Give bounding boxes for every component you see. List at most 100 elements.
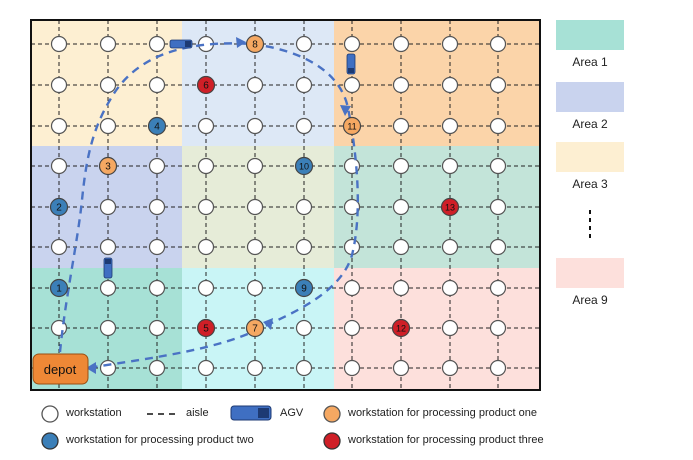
area-legend	[556, 20, 624, 288]
workstation-node	[148, 157, 166, 175]
workstation-node	[50, 117, 68, 135]
workstation-node	[343, 35, 361, 53]
workstation-node	[392, 359, 410, 377]
workstation-node	[99, 76, 117, 94]
region-top-right	[334, 20, 540, 146]
workstation-node	[50, 238, 68, 256]
workstation-node	[50, 35, 68, 53]
area-label: Area 1	[572, 55, 608, 69]
product-workstation-number: 8	[252, 40, 258, 51]
workstation-node	[343, 359, 361, 377]
product-workstation-number: 7	[252, 324, 258, 335]
workstation-node	[148, 319, 166, 337]
product-workstation-5: 5	[196, 318, 216, 338]
workstation-node	[441, 279, 459, 297]
product-workstation-7: 7	[245, 318, 265, 338]
product-workstation-10: 10	[294, 156, 314, 176]
agv-icon	[169, 39, 193, 49]
product-workstation-6: 6	[196, 75, 216, 95]
workstation-node	[295, 76, 313, 94]
workstation-node	[441, 359, 459, 377]
depot: depot	[32, 353, 89, 385]
product-one-legend-icon	[323, 405, 341, 423]
product-three-legend-icon	[323, 432, 341, 450]
workstation-node	[148, 35, 166, 53]
area-label: Area 9	[572, 293, 608, 307]
workstation-node	[392, 157, 410, 175]
product-workstation-number: 10	[299, 162, 309, 172]
workstation-node	[295, 359, 313, 377]
workstation-node	[148, 76, 166, 94]
product-workstation-number: 3	[105, 162, 111, 173]
workstation-node	[489, 238, 507, 256]
workstation-node	[50, 76, 68, 94]
workstation-node	[148, 359, 166, 377]
workstation-node	[489, 35, 507, 53]
product-workstation-number: 9	[301, 284, 307, 295]
workstation-node	[197, 359, 215, 377]
workstation-node	[246, 117, 264, 135]
product-workstation-number: 12	[396, 324, 406, 334]
workstation-node	[50, 157, 68, 175]
workstation-node	[99, 238, 117, 256]
workstation-node	[392, 198, 410, 216]
product-workstation-2: 2	[49, 197, 69, 217]
product-workstation-circle	[245, 318, 265, 338]
product-workstation-11: 11	[342, 116, 362, 136]
workstation-node	[343, 198, 361, 216]
product-workstation-number: 4	[154, 122, 160, 133]
product-workstation-circle	[294, 278, 314, 298]
region-bottom-right	[334, 268, 540, 390]
product-workstation-circle	[440, 197, 460, 217]
workstation-node	[295, 238, 313, 256]
workstation-node	[489, 76, 507, 94]
workstation-node	[295, 35, 313, 53]
depot-label: depot	[44, 362, 77, 377]
workstation-node	[246, 157, 264, 175]
product-workstation-number: 13	[445, 203, 455, 213]
workstation-node	[148, 279, 166, 297]
legend-workstation-text: workstation	[66, 407, 122, 419]
workstation-node	[197, 238, 215, 256]
workstation-node	[246, 76, 264, 94]
symbol-legend	[41, 405, 341, 450]
route-arrowhead	[86, 362, 96, 374]
legend-product-two-text: workstation for processing product two	[66, 434, 254, 446]
product-workstation-number: 11	[347, 122, 356, 132]
workstation-node	[197, 279, 215, 297]
product-workstation-circle	[391, 318, 411, 338]
workstation-node	[392, 279, 410, 297]
workstation-node	[246, 238, 264, 256]
workstation-node	[489, 359, 507, 377]
product-workstation-circle	[49, 197, 69, 217]
legend-aisle-text: aisle	[186, 407, 209, 419]
workstation-node	[441, 319, 459, 337]
workstation-node	[197, 157, 215, 175]
product-workstation-circle	[196, 75, 216, 95]
workstation-node	[295, 117, 313, 135]
area-label: Area 2	[572, 117, 608, 131]
workstation-node	[392, 35, 410, 53]
workstation-node	[343, 319, 361, 337]
product-two-legend-icon	[41, 432, 59, 450]
workstation-node	[343, 76, 361, 94]
workstation-nodes	[50, 35, 507, 377]
route-arrowhead	[263, 318, 273, 330]
workstation-node	[392, 238, 410, 256]
workstation-node	[197, 117, 215, 135]
product-workstation-4: 4	[147, 116, 167, 136]
product-workstation-number: 1	[56, 284, 62, 295]
agv-icon	[103, 257, 113, 279]
workstation-node	[441, 76, 459, 94]
workstation-node	[99, 359, 117, 377]
workstation-node	[99, 279, 117, 297]
workstation-node	[392, 117, 410, 135]
product-workstation-circle	[196, 318, 216, 338]
product-workstation-circle	[49, 278, 69, 298]
product-workstation-1: 1	[49, 278, 69, 298]
workstation-node	[148, 198, 166, 216]
workstation-node	[99, 117, 117, 135]
workstation-node	[99, 319, 117, 337]
product-workstation-13: 13	[440, 197, 460, 217]
